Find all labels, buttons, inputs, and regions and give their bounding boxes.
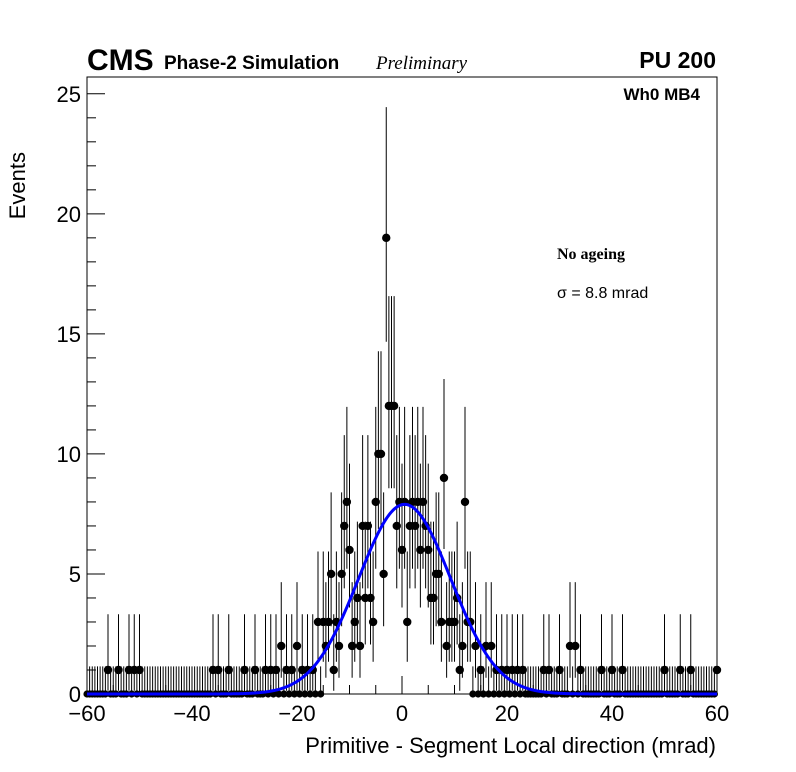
y-tick-label: 10 [57,442,81,467]
y-tick-label: 5 [69,562,81,587]
x-tick-label: −40 [173,701,210,726]
y-axis: 0 5 10 15 20 25 [57,82,105,707]
data-point [487,641,496,651]
data-point [397,545,407,555]
x-axis-title: Primitive - Segment Local direction (mra… [305,733,716,758]
x-tick-label: 20 [495,701,519,726]
data-point [240,665,249,675]
data-point [555,665,564,675]
data-point [382,233,391,243]
data-point [450,617,459,627]
data-point [353,593,362,603]
data-point [376,449,386,459]
fit-curve-group [87,502,717,696]
data-point [363,521,373,531]
data-point [271,665,281,675]
x-tick-label: 0 [396,701,408,726]
data-point [334,641,344,651]
ageing-label: No ageing [557,246,625,263]
data-point [355,641,365,651]
y-tick-label: 25 [57,82,81,107]
data-point [460,497,470,507]
data-point [214,665,223,675]
data-point [476,665,485,675]
data-point [442,641,451,651]
data-point [576,665,585,675]
data-point [544,665,554,675]
data-point [418,497,428,507]
data-point [712,665,722,675]
data-point [571,641,580,651]
data-point [345,545,354,555]
simulation-label: Phase-2 Simulation [164,53,339,74]
data-point [366,593,375,603]
data-point [437,617,446,627]
data-point [458,641,467,651]
data-point [416,545,425,555]
data-point [340,521,349,531]
zero-bin-markers [83,666,718,698]
pileup-label: PU 200 [639,47,716,73]
data-point [434,569,443,579]
x-tick-label: 60 [705,701,729,726]
data-point [135,665,144,675]
data-point [277,641,286,651]
data-point [660,665,669,675]
data-point [429,593,438,603]
data-point [114,665,123,675]
y-tick-label: 15 [57,322,81,347]
data-point [287,665,296,675]
data-point [410,521,420,531]
data-point [439,473,449,483]
data-point [389,401,399,411]
y-tick-label: 20 [57,202,81,227]
data-series [103,107,722,691]
data-point [250,665,260,675]
data-point [350,617,359,627]
data-point [329,665,338,675]
data-point [342,497,352,507]
data-point [597,665,606,675]
cms-label: CMS [87,44,154,77]
data-point [337,569,346,579]
x-tick-label: −20 [278,701,315,726]
y-tick-label: 0 [69,682,81,707]
station-label: Wh0 MB4 [624,85,701,104]
data-point [224,665,233,675]
data-point [292,641,302,651]
data-point [368,617,378,627]
data-point [676,665,685,675]
sigma-label: σ = 8.8 mrad [557,285,648,302]
gaussian-fit-line [87,502,717,696]
data-point [518,665,527,675]
data-point [686,665,695,675]
data-point [103,665,113,675]
y-axis-title: Events [5,152,30,219]
data-point [392,521,401,531]
data-point [403,617,412,627]
data-point [347,641,357,651]
data-point [607,665,617,675]
data-point [326,569,336,579]
data-point [471,641,480,651]
x-tick-label: 40 [600,701,624,726]
data-point [618,665,627,675]
x-tick-label: −60 [68,701,105,726]
preliminary-label: Preliminary [375,53,468,74]
data-point [324,617,333,627]
data-point [371,497,380,507]
data-point [455,665,464,675]
data-point [379,569,388,579]
data-point [424,545,433,555]
